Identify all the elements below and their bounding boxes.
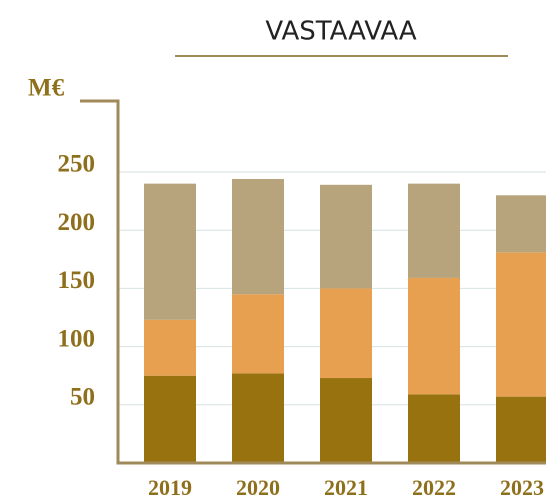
bar-segment xyxy=(408,277,460,395)
bar-segment xyxy=(320,184,372,289)
bar-segment xyxy=(496,396,546,463)
x-tick-label: 2022 xyxy=(412,475,456,500)
bar-segment xyxy=(320,288,372,379)
x-tick-label: 2023 xyxy=(500,475,544,500)
y-tick-label: 250 xyxy=(58,151,96,178)
bar-segment xyxy=(232,178,284,295)
bar-segment xyxy=(232,294,284,374)
axis xyxy=(80,99,546,465)
bars xyxy=(144,178,546,463)
chart-title: VASTAAVAA xyxy=(265,17,417,47)
y-tick-label: 50 xyxy=(70,384,95,411)
y-tick-label: 150 xyxy=(58,267,96,294)
bar-segment xyxy=(144,319,196,376)
y-tick-label: 100 xyxy=(58,325,96,352)
x-tick-label: 2020 xyxy=(236,475,280,500)
bar-segment xyxy=(408,394,460,463)
bar-segment xyxy=(496,195,546,253)
bar-segment xyxy=(232,373,284,463)
x-tick-label: 2021 xyxy=(324,475,368,500)
bar-segment xyxy=(496,252,546,397)
bar-segment xyxy=(408,183,460,278)
y-axis-label: M€ xyxy=(28,75,65,102)
y-tick-label: 200 xyxy=(58,209,96,236)
bar-segment xyxy=(144,183,196,320)
x-tick-label: 2019 xyxy=(148,475,192,500)
bar-segment xyxy=(320,378,372,463)
bar-segment xyxy=(144,375,196,463)
